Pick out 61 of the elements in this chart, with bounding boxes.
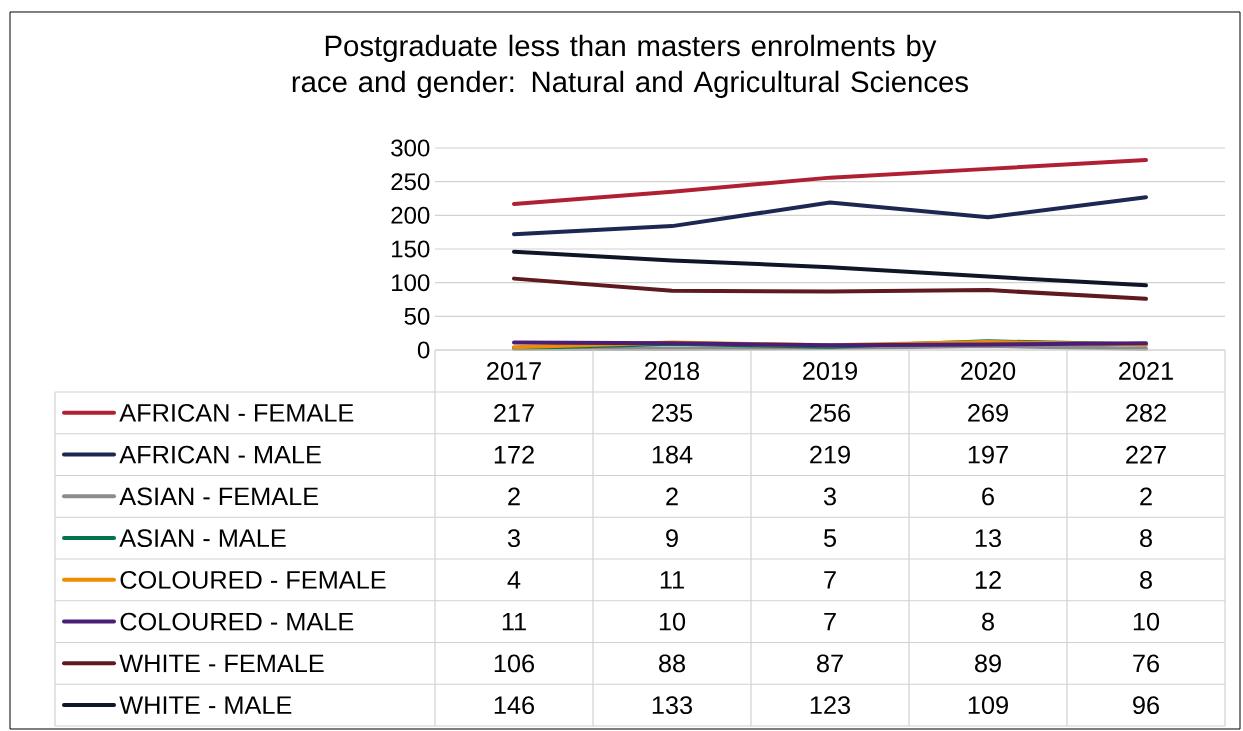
data-label: 96 (1133, 696, 1159, 715)
data-label: 11 (502, 612, 526, 631)
data-label: 146 (494, 696, 535, 715)
data-label: 2 (666, 487, 678, 506)
legend-label: AFRICAN - FEMALE (119, 403, 354, 422)
data-label: 7 (824, 612, 836, 631)
data-label: 10 (1133, 612, 1160, 631)
legend-label: COLOURED - FEMALE (120, 570, 386, 589)
data-label: 3 (507, 529, 520, 548)
data-label: 2 (1140, 487, 1152, 506)
data-label: 227 (1126, 445, 1166, 464)
y-tick-label: 0 (417, 341, 430, 359)
data-label: 8 (1140, 529, 1152, 548)
data-label: 8 (982, 612, 994, 631)
data-label: 10 (659, 612, 686, 631)
chart-title: Postgraduate less than masters enrolments by race and gender: Natural and Agricultural Sciences (292, 34, 968, 99)
data-label: 282 (1126, 403, 1166, 422)
legend-label: WHITE - MALE (119, 696, 292, 714)
x-tick-label: 2018 (645, 362, 700, 380)
data-label: 172 (494, 445, 534, 464)
data-label: 8 (1140, 570, 1152, 589)
data-label: 3 (823, 487, 836, 506)
data-label: 88 (659, 654, 685, 673)
x-tick-label: 2019 (803, 362, 857, 380)
legend-label: ASIAN - FEMALE (119, 487, 319, 506)
legend-label: COLOURED - MALE (120, 612, 354, 631)
data-label: 4 (507, 571, 521, 589)
data-label: 9 (666, 529, 678, 548)
data-label: 123 (810, 696, 851, 715)
data-label: 197 (968, 445, 1008, 464)
y-tick-label: 250 (391, 173, 430, 191)
data-label: 217 (494, 404, 534, 422)
data-label: 109 (968, 696, 1008, 715)
data-label: 219 (810, 445, 850, 464)
data-label: 235 (652, 403, 693, 422)
x-tick-label: 2017 (487, 362, 541, 380)
legend-label: WHITE - FEMALE (119, 654, 324, 673)
x-tick-label: 2020 (961, 362, 1016, 380)
legend-label: ASIAN - MALE (119, 529, 286, 548)
data-label: 89 (975, 654, 1001, 673)
data-label: 76 (1133, 654, 1159, 673)
y-tick-label: 50 (404, 307, 430, 325)
data-label: 184 (652, 445, 693, 464)
data-label: 7 (824, 571, 836, 589)
data-label: 11 (660, 571, 684, 589)
y-tick-label: 200 (391, 206, 430, 224)
data-label: 106 (494, 654, 535, 673)
data-label: 133 (652, 696, 693, 715)
data-label: 5 (823, 529, 836, 547)
x-tick-label: 2021 (1119, 362, 1173, 380)
legend-label: AFRICAN - MALE (119, 445, 321, 464)
data-label: 256 (810, 403, 851, 422)
y-tick-label: 150 (392, 240, 430, 258)
data-label: 6 (982, 487, 994, 506)
data-label: 13 (975, 529, 1001, 548)
y-tick-label: 100 (392, 274, 430, 292)
data-label: 2 (508, 487, 520, 506)
data-label: 269 (968, 403, 1008, 422)
data-label: 12 (975, 571, 1001, 589)
y-tick-label: 300 (391, 139, 430, 157)
data-label: 87 (817, 654, 843, 673)
